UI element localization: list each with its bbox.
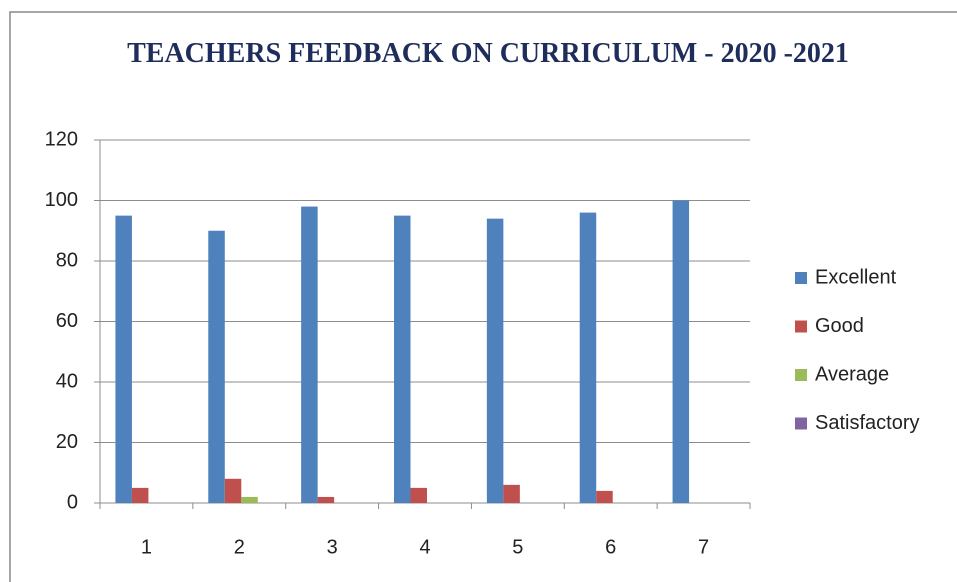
x-tick-label: 7: [698, 536, 709, 558]
x-tick-label: 2: [234, 536, 245, 558]
bar: [596, 490, 613, 503]
y-tick-label: 120: [45, 128, 78, 150]
bar: [208, 230, 225, 503]
x-tick-label: 4: [419, 536, 430, 558]
bar: [579, 212, 597, 503]
y-tick-label: 40: [56, 370, 78, 392]
x-tick-label: 6: [605, 536, 616, 558]
bar: [301, 206, 318, 504]
legend-label: Satisfactory: [815, 412, 919, 434]
legend-label: Excellent: [815, 266, 897, 288]
y-tick-label: 60: [56, 310, 78, 332]
chart-border: [9, 11, 957, 582]
legend-swatch: [795, 272, 807, 284]
bar: [224, 478, 242, 503]
y-tick-label: 100: [45, 189, 78, 211]
x-tick-label: 3: [327, 536, 338, 558]
bar: [317, 496, 335, 503]
y-tick-label: 80: [56, 249, 78, 271]
bar: [394, 215, 411, 503]
x-tick-label: 1: [141, 536, 152, 558]
legend-label: Average: [815, 363, 889, 385]
bar: [115, 215, 132, 503]
bar: [503, 484, 520, 503]
legend-swatch: [795, 369, 807, 381]
legend-label: Good: [815, 315, 864, 337]
chart-title: TEACHERS FEEDBACK ON CURRICULUM - 2020 -…: [127, 38, 849, 69]
x-tick-label: 5: [512, 536, 523, 558]
bar: [410, 487, 427, 503]
legend-swatch: [795, 417, 807, 430]
bar: [486, 218, 504, 503]
legend-swatch: [795, 320, 807, 333]
bar: [131, 487, 149, 503]
y-tick-label: 0: [67, 491, 78, 513]
bar: [672, 200, 690, 503]
bar: [241, 496, 258, 503]
y-tick-label: 20: [56, 431, 78, 453]
